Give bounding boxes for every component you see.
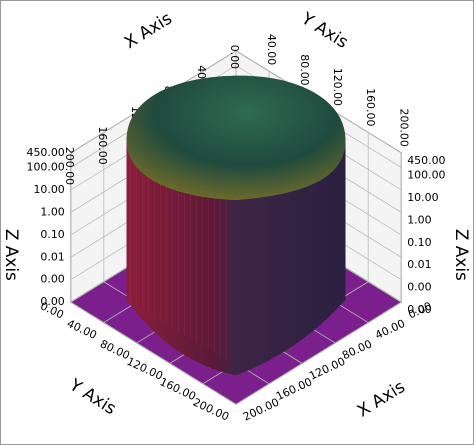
z-tick-label: 450.00 <box>26 146 64 159</box>
y-tick-label: 40.00 <box>65 317 99 342</box>
z-tick-label: 10.00 <box>407 191 438 204</box>
z-tick-label: 0.00 <box>40 273 64 286</box>
y-tick-label: 80.00 <box>98 337 132 362</box>
y-tick-label: 120.00 <box>125 355 165 383</box>
z-tick-label: 0.10 <box>40 228 64 241</box>
x-tick-label: 200.00 <box>241 396 281 424</box>
axis-title: X Axis <box>121 8 176 53</box>
axis-title: Y Axis <box>66 374 121 418</box>
y-tick-label: 200.00 <box>397 109 410 147</box>
x-tick-label: 80.00 <box>340 337 374 362</box>
x-tick-label: 40.00 <box>373 317 407 342</box>
z-tick-label: 1.00 <box>407 213 431 226</box>
surface-top <box>126 75 346 201</box>
y-tick-label: 160.00 <box>158 375 198 403</box>
z-tick-label: 0.00 <box>40 295 64 308</box>
x-tick-label: 120.00 <box>307 355 347 383</box>
z-tick-label: 0.01 <box>407 258 431 271</box>
y-tick-label: 160.00 <box>364 88 377 126</box>
surface-body <box>126 140 346 376</box>
z-tick-label: 0.01 <box>40 250 64 263</box>
z-tick-label: 100.00 <box>407 168 445 181</box>
y-tick-label: 40.00 <box>265 34 278 65</box>
y-tick-label: 80.00 <box>298 54 311 85</box>
z-tick-label: 10.00 <box>33 183 64 196</box>
z-tick-label: 0.00 <box>407 281 431 294</box>
axis-title: Z Axis <box>452 229 472 281</box>
z-tick-label: 1.00 <box>40 205 64 218</box>
x-tick-label: 160.00 <box>96 126 109 164</box>
z-tick-label: 100.00 <box>26 160 64 173</box>
z-tick-label: 0.10 <box>407 236 431 249</box>
z-tick-label: 450.00 <box>407 154 445 167</box>
z-tick-label: 0.00 <box>407 303 431 316</box>
y-tick-label: 200.00 <box>191 396 231 424</box>
axis-title: X Axis <box>353 376 408 421</box>
grid-line <box>235 152 402 405</box>
x-tick-label: 160.00 <box>274 375 314 403</box>
y-tick-label: 120.00 <box>331 68 344 106</box>
axis-title: Z Axis <box>2 229 22 281</box>
x-tick-label: 200.00 <box>63 147 76 185</box>
axis-title: Y Axis <box>297 8 352 52</box>
x-tick-label: 0.00 <box>228 45 241 69</box>
